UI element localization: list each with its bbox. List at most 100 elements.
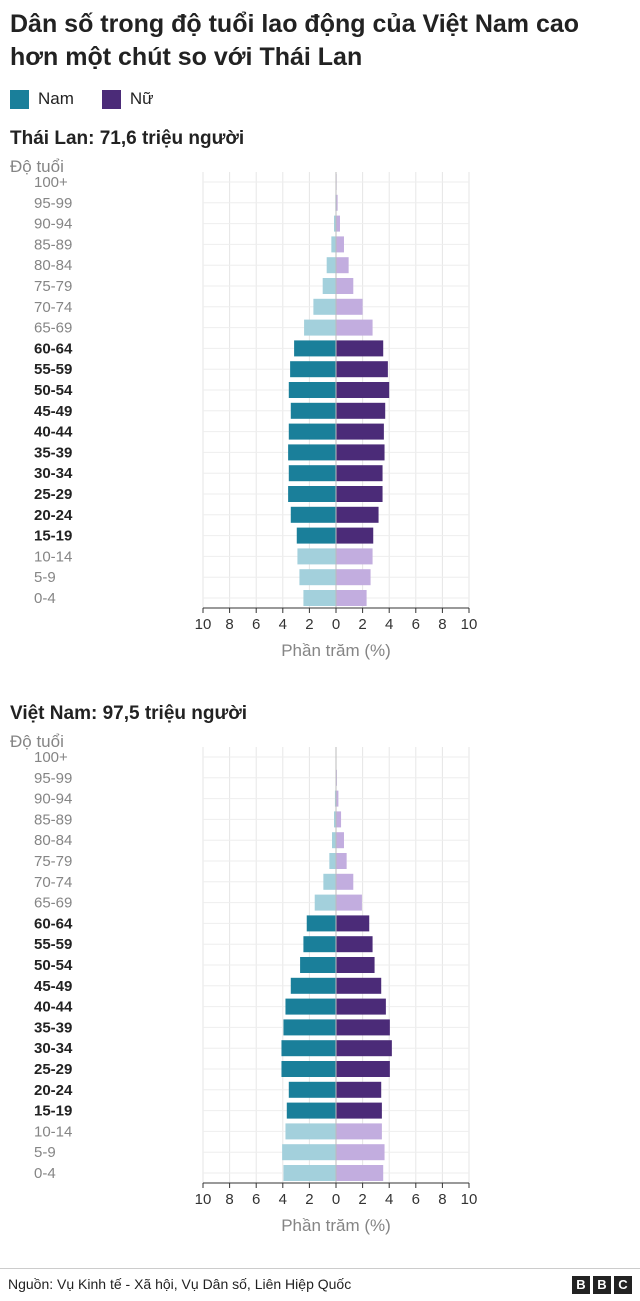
bar-female-25-29: [336, 486, 383, 502]
age-label: 55-59: [34, 361, 72, 378]
x-tick-label: 2: [358, 616, 366, 633]
age-label: 60-64: [34, 915, 73, 932]
bar-female-65-69: [336, 894, 362, 911]
x-tick-label: 4: [279, 616, 287, 633]
bar-female-75-79: [336, 278, 354, 294]
x-tick-label: 8: [225, 1191, 233, 1208]
age-label: 75-79: [34, 853, 72, 870]
bbc-logo: B B C: [569, 1276, 632, 1294]
bbc-logo-letter: B: [572, 1276, 590, 1294]
bar-female-20-24: [336, 506, 379, 523]
age-label: 40-44: [34, 999, 73, 1016]
bar-female-5-9: [336, 569, 371, 586]
age-label: 60-64: [34, 340, 73, 357]
age-label: 55-59: [34, 936, 72, 953]
x-tick-label: 6: [252, 1191, 260, 1208]
bar-male-45-49: [290, 977, 336, 994]
bar-male-85-89: [331, 236, 336, 253]
age-label: 0-4: [34, 590, 56, 607]
age-label: 90-94: [34, 216, 72, 233]
age-label: 100+: [34, 749, 68, 766]
x-tick-label: 4: [385, 616, 393, 633]
age-label: 5-9: [34, 1144, 56, 1161]
x-axis-label: Phần trăm (%): [281, 1216, 391, 1235]
x-tick-label: 10: [461, 616, 478, 633]
bbc-logo-letter: B: [593, 1276, 611, 1294]
age-label: 90-94: [34, 791, 72, 808]
bar-male-30-34: [281, 1040, 336, 1057]
bar-male-45-49: [290, 402, 336, 419]
bar-female-80-84: [336, 257, 349, 274]
age-label: 35-39: [34, 1019, 72, 1036]
age-label: 70-74: [34, 874, 72, 891]
age-label: 65-69: [34, 895, 72, 912]
bar-female-90-94: [336, 215, 340, 232]
bar-female-25-29: [336, 1061, 390, 1077]
age-label: 100+: [34, 174, 68, 191]
bar-male-65-69: [304, 319, 336, 336]
bar-male-70-74: [323, 873, 336, 890]
age-label: 10-14: [34, 548, 72, 565]
bar-female-50-54: [336, 957, 375, 973]
age-label: 45-49: [34, 978, 72, 995]
bar-female-40-44: [336, 998, 386, 1015]
legend-swatch-male: [10, 89, 29, 109]
bar-female-85-89: [336, 236, 344, 253]
age-label: 40-44: [34, 424, 73, 441]
bar-female-60-64: [336, 915, 370, 932]
age-label: 65-69: [34, 320, 72, 337]
age-label: 50-54: [34, 957, 73, 974]
bar-male-10-14: [285, 1123, 336, 1140]
bar-male-50-54: [288, 382, 336, 398]
bar-male-30-34: [288, 465, 336, 482]
x-tick-label: 2: [305, 616, 313, 633]
bar-female-30-34: [336, 1040, 392, 1057]
legend: Nam Nữ: [10, 89, 182, 109]
bar-female-5-9: [336, 1144, 385, 1161]
y-axis-label: Độ tuổi: [10, 732, 64, 751]
bar-female-0-4: [336, 590, 367, 606]
x-tick-label: 6: [252, 616, 260, 633]
bar-male-15-19: [286, 1102, 336, 1119]
bar-male-0-4: [303, 590, 336, 606]
chart-title: Dân số trong độ tuổi lao động của Việt N…: [10, 10, 580, 71]
legend-label-male: Nam: [38, 89, 74, 108]
x-axis-label: Phần trăm (%): [281, 641, 391, 660]
x-tick-label: 10: [461, 1191, 478, 1208]
age-label: 80-84: [34, 832, 72, 849]
x-tick-label: 2: [358, 1191, 366, 1208]
subchart-title: Thái Lan: 71,6 triệu người: [10, 128, 244, 149]
age-label: 15-19: [34, 1103, 72, 1120]
bar-male-40-44: [285, 998, 336, 1015]
age-label: 50-54: [34, 382, 73, 399]
x-tick-label: 0: [332, 1191, 340, 1208]
bar-female-90-94: [336, 790, 339, 807]
age-label: 20-24: [34, 507, 73, 524]
x-tick-label: 10: [195, 616, 212, 633]
source-note: Nguồn: Vụ Kinh tế - Xã hội, Vụ Dân số, L…: [8, 1276, 352, 1292]
bar-male-15-19: [296, 527, 336, 544]
bar-female-40-44: [336, 423, 384, 440]
bar-male-70-74: [313, 298, 336, 315]
bar-male-20-24: [290, 506, 336, 523]
bar-male-75-79: [329, 853, 336, 869]
bar-male-80-84: [326, 257, 336, 274]
bar-male-5-9: [282, 1144, 336, 1161]
bar-female-80-84: [336, 832, 344, 849]
bar-female-85-89: [336, 811, 342, 828]
bar-female-55-59: [336, 361, 388, 378]
bar-male-10-14: [297, 548, 336, 565]
bar-male-0-4: [283, 1165, 336, 1181]
bar-male-5-9: [299, 569, 336, 586]
bar-female-45-49: [336, 977, 382, 994]
age-label: 20-24: [34, 1082, 73, 1099]
age-label: 95-99: [34, 770, 72, 787]
age-label: 30-34: [34, 465, 73, 482]
age-label: 10-14: [34, 1123, 72, 1140]
age-label: 30-34: [34, 1040, 73, 1057]
bar-male-35-39: [283, 1019, 336, 1036]
subchart-title: Việt Nam: 97,5 triệu người: [10, 703, 247, 724]
bar-male-55-59: [290, 361, 336, 378]
bar-male-50-54: [300, 957, 336, 973]
x-tick-label: 6: [412, 1191, 420, 1208]
